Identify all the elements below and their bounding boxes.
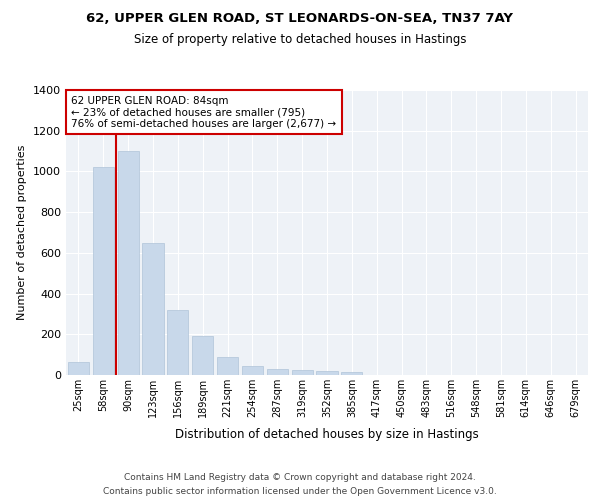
Bar [167, 310, 188, 375]
Bar [192, 336, 213, 375]
Text: 62 UPPER GLEN ROAD: 84sqm
← 23% of detached houses are smaller (795)
76% of semi: 62 UPPER GLEN ROAD: 84sqm ← 23% of detac… [71, 96, 337, 129]
Bar [267, 369, 288, 375]
Bar [217, 356, 238, 375]
Bar [118, 151, 139, 375]
Bar [316, 371, 338, 375]
Bar [292, 370, 313, 375]
Text: Contains public sector information licensed under the Open Government Licence v3: Contains public sector information licen… [103, 488, 497, 496]
Text: Contains HM Land Registry data © Crown copyright and database right 2024.: Contains HM Land Registry data © Crown c… [124, 472, 476, 482]
Bar [68, 362, 89, 375]
Bar [142, 242, 164, 375]
X-axis label: Distribution of detached houses by size in Hastings: Distribution of detached houses by size … [175, 428, 479, 442]
Text: Size of property relative to detached houses in Hastings: Size of property relative to detached ho… [134, 32, 466, 46]
Text: 62, UPPER GLEN ROAD, ST LEONARDS-ON-SEA, TN37 7AY: 62, UPPER GLEN ROAD, ST LEONARDS-ON-SEA,… [86, 12, 514, 26]
Bar [242, 366, 263, 375]
Bar [93, 168, 114, 375]
Bar [341, 372, 362, 375]
Y-axis label: Number of detached properties: Number of detached properties [17, 145, 28, 320]
